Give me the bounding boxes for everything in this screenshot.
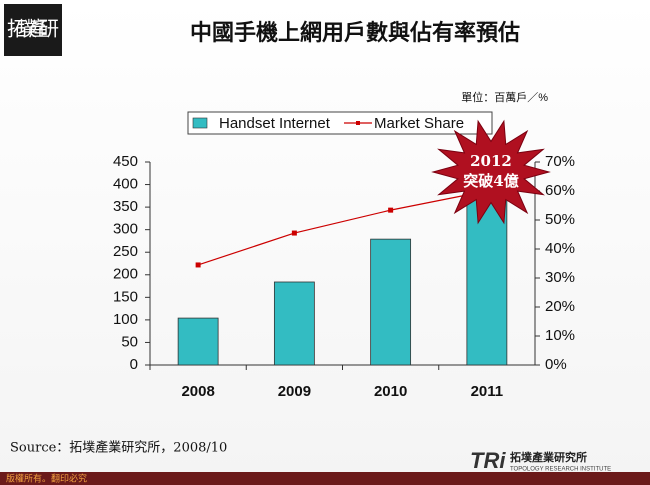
marker [388, 207, 394, 213]
chart-title: 中國手機上網用戶數與佔有率預估 [190, 20, 520, 46]
legend-marker [356, 121, 360, 125]
y2-tick-label: 20% [545, 298, 575, 315]
bar [273, 281, 315, 366]
legend [187, 111, 493, 135]
x-tick-label: 2010 [374, 383, 407, 400]
y2-tick-label: 30% [545, 269, 575, 286]
annotation: 2012 [470, 152, 512, 170]
y2-tick-label: 70% [545, 153, 575, 170]
brand-name: 拓墣產業研究所 [510, 450, 587, 464]
y-tick-label: 0 [130, 356, 138, 373]
x-tick-label: 2008 [181, 383, 214, 400]
y-tick-label: 100 [113, 311, 138, 328]
x-tick-label: 2011 [471, 383, 504, 400]
legend-swatch [192, 117, 208, 129]
unit-note: 單位：百萬戶／% [461, 90, 548, 104]
copyright: 版權所有。翻印必究 [6, 472, 87, 483]
bar [177, 317, 219, 366]
starburst [431, 119, 551, 225]
y2-tick-label: 60% [545, 182, 575, 199]
y-tick-label: 150 [113, 288, 138, 305]
annotation: 突破4億 [463, 172, 518, 190]
y2-tick-label: 50% [545, 211, 575, 228]
legend-label: Market Share [374, 115, 464, 132]
y-tick-label: 350 [113, 198, 138, 215]
source: Source：拓墣產業研究所，2008/10 [10, 440, 227, 456]
legend-label: Handset Internet [219, 115, 331, 132]
y2-tick-label: 40% [545, 240, 575, 257]
y-tick-label: 450 [113, 153, 138, 170]
footer-bar [0, 472, 650, 485]
y-tick-label: 200 [113, 266, 138, 283]
brand: TRi [470, 448, 506, 473]
brand-en: TOPOLOGY RESEARCH INSTITUTE [510, 467, 611, 473]
line [197, 190, 487, 266]
y2-tick-label: 10% [545, 327, 575, 344]
marker [291, 230, 297, 236]
y2-tick-label: 0% [545, 356, 567, 373]
marker [195, 262, 201, 268]
x-tick-label: 2009 [278, 383, 311, 400]
y-tick-label: 250 [113, 243, 138, 260]
logo-box [4, 4, 62, 56]
logo: 拓墣產研 [7, 17, 59, 41]
y-tick-label: 50 [121, 333, 138, 350]
y-tick-label: 300 [113, 221, 138, 238]
bar [370, 238, 412, 366]
y-tick-label: 400 [113, 176, 138, 193]
